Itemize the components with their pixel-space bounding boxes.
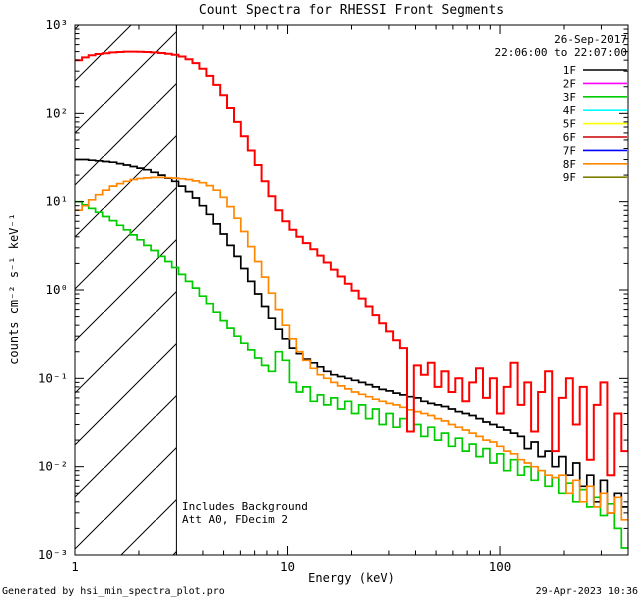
- legend-entry-7f: 7F: [563, 144, 627, 157]
- chart-title: Count Spectra for RHESSI Front Segments: [198, 3, 505, 18]
- x-axis-label: Energy (keV): [308, 571, 395, 585]
- y-tick-label: 10⁻³: [38, 547, 68, 562]
- legend-entry-6f: 6F: [563, 131, 627, 144]
- hatch-fill: [75, 25, 177, 555]
- y-axis-label: counts cm⁻² s⁻¹ keV⁻¹: [7, 213, 21, 365]
- low-energy-hatch-region: [75, 25, 177, 555]
- legend-entry-8f: 8F: [563, 158, 627, 171]
- footer-generator: Generated by hsi_min_spectra_plot.pro: [2, 586, 225, 597]
- legend-entry-label: 4F: [563, 104, 576, 117]
- date-label: 26-Sep-2017: [554, 33, 627, 46]
- y-tick-label: 10¹: [45, 194, 68, 209]
- legend-entry-4f: 4F: [563, 104, 627, 117]
- legend-entry-label: 3F: [563, 91, 576, 104]
- legend-entry-label: 6F: [563, 131, 576, 144]
- legend-entry-label: 2F: [563, 77, 576, 90]
- y-tick-label: 10³: [45, 17, 68, 32]
- series-curve-1f: [75, 158, 628, 516]
- y-tick-label: 10²: [45, 105, 68, 120]
- legend-entry-1f: 1F: [563, 64, 627, 77]
- series-curve-6f: [75, 50, 628, 477]
- legend-entry-5f: 5F: [563, 118, 627, 131]
- legend-entry-2f: 2F: [563, 77, 627, 90]
- legend-entry-label: 9F: [563, 171, 576, 184]
- attenuator-note: Att A0, FDecim 2: [182, 513, 288, 526]
- background-note: Includes Background: [182, 500, 308, 513]
- series-curve-3f: [75, 200, 628, 549]
- legend-entry-label: 5F: [563, 118, 576, 131]
- legend-entry-label: 1F: [563, 64, 576, 77]
- footer-timestamp: 29-Apr-2023 10:36: [535, 586, 638, 597]
- x-tick-label: 1: [71, 559, 79, 574]
- series-curve-8f: [75, 176, 628, 521]
- legend-entry-3f: 3F: [563, 91, 627, 104]
- y-tick-label: 10⁻¹: [38, 370, 68, 385]
- y-tick-label: 10⁰: [45, 282, 68, 297]
- x-tick-label: 100: [489, 559, 512, 574]
- tick-labels: 1 10 100 10³ 10² 10¹ 10⁰ 10⁻¹ 10⁻² 10⁻³: [38, 17, 511, 574]
- time-range-label: 22:06:00 to 22:07:00: [494, 46, 627, 59]
- axes: [74, 24, 629, 556]
- legend-entry-label: 8F: [563, 158, 576, 171]
- legend-entry-label: 7F: [563, 144, 576, 157]
- spectra-curves: [75, 50, 628, 549]
- legend-entry-9f: 9F: [563, 171, 627, 184]
- y-tick-label: 10⁻²: [38, 459, 68, 474]
- x-tick-label: 10: [280, 559, 295, 574]
